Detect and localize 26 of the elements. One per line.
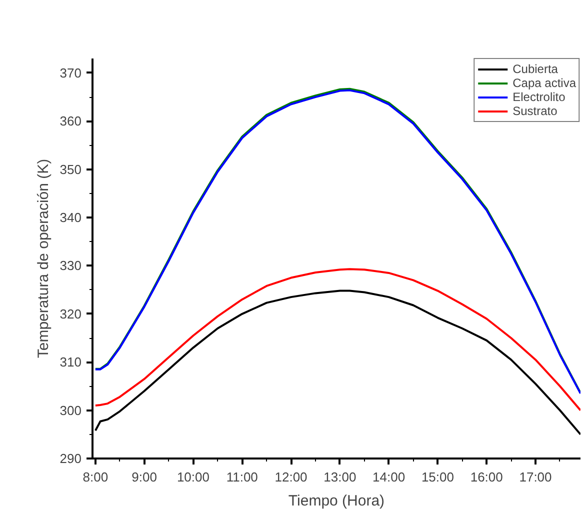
x-tick-label: 11:00: [226, 470, 258, 484]
legend-label: Cubierta: [512, 62, 558, 76]
legend-label: Capa activa: [512, 76, 576, 90]
y-tick-label: 360: [60, 114, 82, 129]
y-tick-label: 310: [60, 354, 82, 370]
line-series: [94, 268, 580, 412]
legend-label: Sustrato: [512, 104, 558, 118]
y-axis-title: Temperatura de operación (K): [34, 158, 52, 358]
y-tick-label: 350: [60, 162, 82, 177]
x-axis-title: Tiempo (Hora): [288, 492, 385, 510]
x-tick-label: 9:00: [132, 470, 157, 484]
x-tick-label: 13:00: [324, 470, 356, 484]
x-tick-label: 10:00: [176, 470, 210, 484]
x-tick-label: 16:00: [470, 470, 503, 484]
y-tick-label: 290: [60, 451, 82, 466]
legend-label: Electrolito: [512, 90, 566, 104]
y-tick-label: 320: [60, 306, 82, 322]
x-tick-label: 8:00: [82, 470, 108, 484]
x-tick-label: 14:00: [372, 470, 406, 484]
y-tick-label: 300: [60, 402, 82, 418]
y-tick-label: 330: [60, 258, 82, 274]
y-tick-label: 340: [60, 210, 82, 226]
x-tick-label: 17:00: [519, 470, 552, 484]
x-tick-label: 12:00: [274, 470, 308, 484]
x-tick-label: 15:00: [421, 470, 454, 484]
y-tick-label: 370: [60, 65, 82, 80]
